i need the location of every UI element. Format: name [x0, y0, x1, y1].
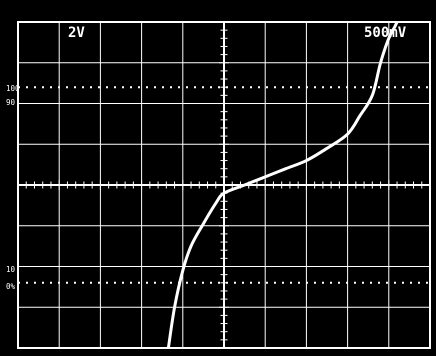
- upper-100-marker: 100: [6, 84, 20, 93]
- upper-90-marker: 90: [6, 98, 16, 107]
- lower-10-marker: 10: [6, 265, 16, 274]
- horizontal-scale-label: 2V: [68, 25, 85, 41]
- vertical-scale-label: 500mV: [364, 25, 407, 41]
- trace-layer: [166, 22, 399, 348]
- lower-0-marker: 0%: [6, 282, 16, 291]
- trace-series-0: [166, 22, 399, 348]
- graticule: [17, 21, 431, 349]
